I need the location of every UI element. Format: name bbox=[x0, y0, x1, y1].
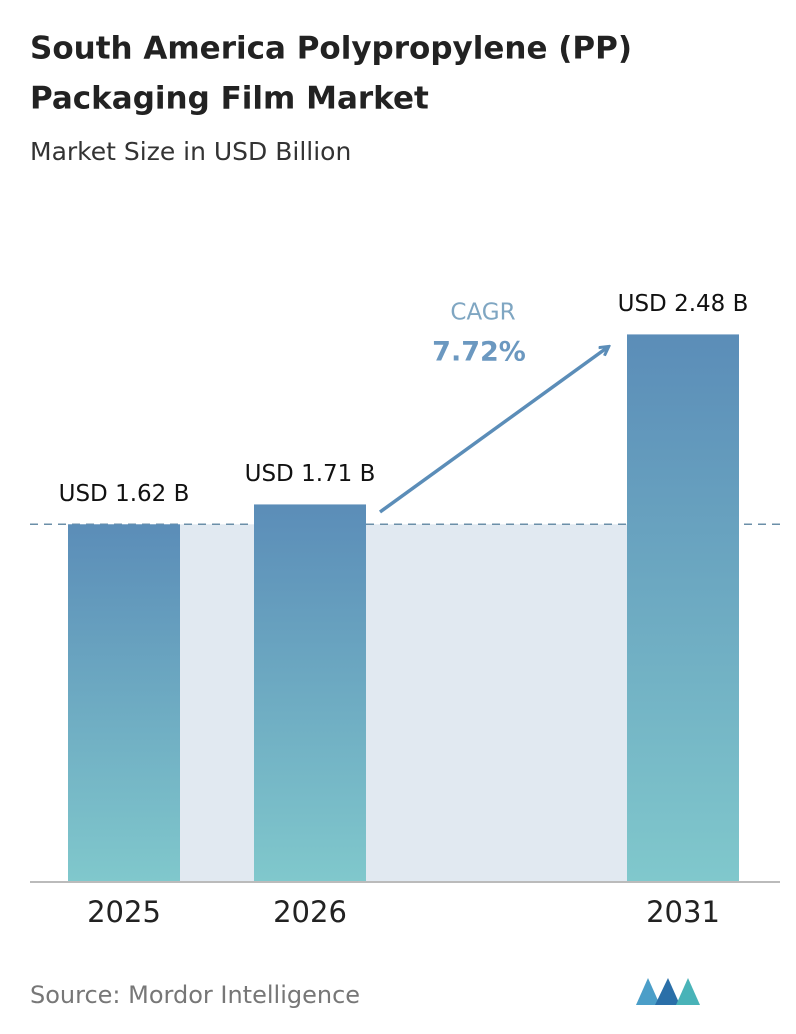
chart-title: South America Polypropylene (PP) bbox=[30, 31, 632, 67]
value-label: USD 1.71 B bbox=[245, 461, 376, 487]
x-tick-label: 2026 bbox=[273, 895, 347, 929]
logo bbox=[636, 978, 700, 1005]
bar bbox=[627, 334, 739, 882]
source: Source: Mordor Intelligence bbox=[30, 981, 360, 1009]
value-label: USD 1.62 B bbox=[59, 481, 190, 507]
cagr-label: CAGR bbox=[450, 300, 515, 326]
value-label: USD 2.48 B bbox=[618, 291, 749, 317]
bar bbox=[68, 524, 180, 882]
cagr-arrow bbox=[378, 347, 608, 514]
chart-title: Packaging Film Market bbox=[30, 81, 429, 117]
chart-subtitle: Market Size in USD Billion bbox=[30, 137, 351, 166]
x-tick-label: 2031 bbox=[646, 895, 720, 929]
x-tick-label: 2025 bbox=[87, 895, 161, 929]
cagr-value: 7.72% bbox=[432, 337, 526, 368]
bar bbox=[254, 504, 366, 882]
plot: USD 1.62 B 2025 USD 1.71 B 2026 USD 2.48 B 20… bbox=[30, 291, 780, 929]
